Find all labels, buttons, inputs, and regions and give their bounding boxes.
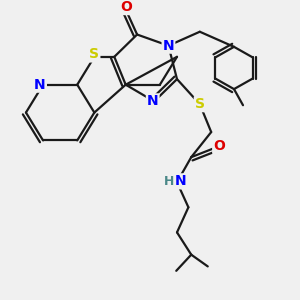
Text: S: S	[195, 97, 205, 111]
Text: O: O	[213, 139, 225, 153]
Text: N: N	[34, 78, 46, 92]
Text: S: S	[89, 47, 99, 61]
Text: O: O	[120, 0, 132, 14]
Text: H: H	[164, 175, 174, 188]
Text: N: N	[163, 39, 174, 53]
Text: N: N	[175, 174, 186, 188]
Text: N: N	[147, 94, 158, 108]
